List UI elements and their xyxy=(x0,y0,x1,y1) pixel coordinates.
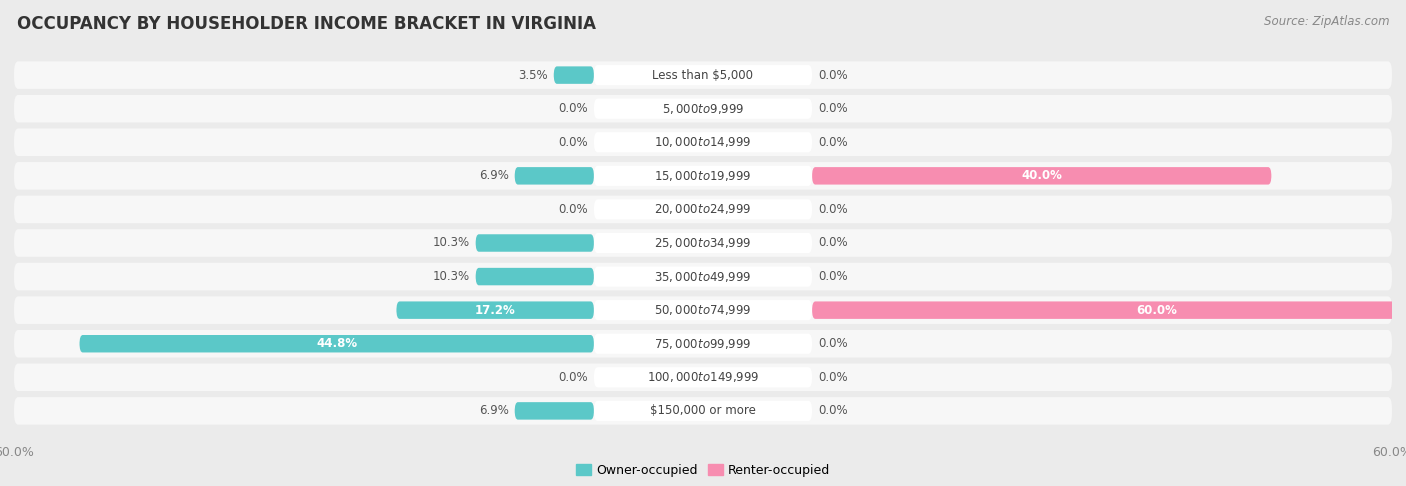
Text: $50,000 to $74,999: $50,000 to $74,999 xyxy=(654,303,752,317)
FancyBboxPatch shape xyxy=(80,335,593,352)
FancyBboxPatch shape xyxy=(593,334,813,354)
FancyBboxPatch shape xyxy=(14,196,1392,223)
FancyBboxPatch shape xyxy=(475,234,593,252)
Text: 0.0%: 0.0% xyxy=(558,371,588,384)
Text: 3.5%: 3.5% xyxy=(519,69,548,82)
Text: 10.3%: 10.3% xyxy=(433,270,470,283)
FancyBboxPatch shape xyxy=(14,364,1392,391)
Text: Source: ZipAtlas.com: Source: ZipAtlas.com xyxy=(1264,15,1389,28)
FancyBboxPatch shape xyxy=(593,199,813,220)
Text: 60.0%: 60.0% xyxy=(1372,446,1406,459)
Text: 0.0%: 0.0% xyxy=(818,69,848,82)
FancyBboxPatch shape xyxy=(593,166,813,186)
FancyBboxPatch shape xyxy=(515,402,593,419)
Text: $5,000 to $9,999: $5,000 to $9,999 xyxy=(662,102,744,116)
Text: 0.0%: 0.0% xyxy=(558,102,588,115)
Text: $25,000 to $34,999: $25,000 to $34,999 xyxy=(654,236,752,250)
Text: 60.0%: 60.0% xyxy=(1136,304,1177,317)
FancyBboxPatch shape xyxy=(593,401,813,421)
Text: 0.0%: 0.0% xyxy=(818,136,848,149)
FancyBboxPatch shape xyxy=(14,263,1392,290)
Text: $15,000 to $19,999: $15,000 to $19,999 xyxy=(654,169,752,183)
FancyBboxPatch shape xyxy=(14,61,1392,89)
FancyBboxPatch shape xyxy=(14,330,1392,358)
FancyBboxPatch shape xyxy=(593,300,813,320)
Text: $150,000 or more: $150,000 or more xyxy=(650,404,756,417)
Text: $100,000 to $149,999: $100,000 to $149,999 xyxy=(647,370,759,384)
Legend: Owner-occupied, Renter-occupied: Owner-occupied, Renter-occupied xyxy=(576,464,830,477)
Text: 6.9%: 6.9% xyxy=(479,404,509,417)
Text: 6.9%: 6.9% xyxy=(479,169,509,182)
Text: 60.0%: 60.0% xyxy=(0,446,34,459)
Text: 10.3%: 10.3% xyxy=(433,237,470,249)
Text: $20,000 to $24,999: $20,000 to $24,999 xyxy=(654,203,752,216)
FancyBboxPatch shape xyxy=(593,367,813,387)
FancyBboxPatch shape xyxy=(14,296,1392,324)
FancyBboxPatch shape xyxy=(396,301,593,319)
Text: 44.8%: 44.8% xyxy=(316,337,357,350)
Text: $35,000 to $49,999: $35,000 to $49,999 xyxy=(654,270,752,283)
FancyBboxPatch shape xyxy=(813,301,1406,319)
Text: 0.0%: 0.0% xyxy=(558,136,588,149)
Text: 0.0%: 0.0% xyxy=(818,203,848,216)
FancyBboxPatch shape xyxy=(593,65,813,85)
FancyBboxPatch shape xyxy=(475,268,593,285)
FancyBboxPatch shape xyxy=(515,167,593,185)
FancyBboxPatch shape xyxy=(593,99,813,119)
Text: 0.0%: 0.0% xyxy=(558,203,588,216)
Text: 40.0%: 40.0% xyxy=(1021,169,1062,182)
Text: $10,000 to $14,999: $10,000 to $14,999 xyxy=(654,135,752,149)
FancyBboxPatch shape xyxy=(554,67,593,84)
Text: OCCUPANCY BY HOUSEHOLDER INCOME BRACKET IN VIRGINIA: OCCUPANCY BY HOUSEHOLDER INCOME BRACKET … xyxy=(17,15,596,33)
Text: 0.0%: 0.0% xyxy=(818,371,848,384)
FancyBboxPatch shape xyxy=(14,128,1392,156)
FancyBboxPatch shape xyxy=(593,266,813,287)
FancyBboxPatch shape xyxy=(813,167,1271,185)
Text: 0.0%: 0.0% xyxy=(818,337,848,350)
FancyBboxPatch shape xyxy=(14,229,1392,257)
FancyBboxPatch shape xyxy=(14,162,1392,190)
FancyBboxPatch shape xyxy=(14,95,1392,122)
FancyBboxPatch shape xyxy=(593,233,813,253)
Text: 0.0%: 0.0% xyxy=(818,404,848,417)
Text: 0.0%: 0.0% xyxy=(818,270,848,283)
Text: Less than $5,000: Less than $5,000 xyxy=(652,69,754,82)
Text: $75,000 to $99,999: $75,000 to $99,999 xyxy=(654,337,752,351)
Text: 17.2%: 17.2% xyxy=(475,304,516,317)
Text: 0.0%: 0.0% xyxy=(818,237,848,249)
Text: 0.0%: 0.0% xyxy=(818,102,848,115)
FancyBboxPatch shape xyxy=(14,397,1392,425)
FancyBboxPatch shape xyxy=(593,132,813,152)
